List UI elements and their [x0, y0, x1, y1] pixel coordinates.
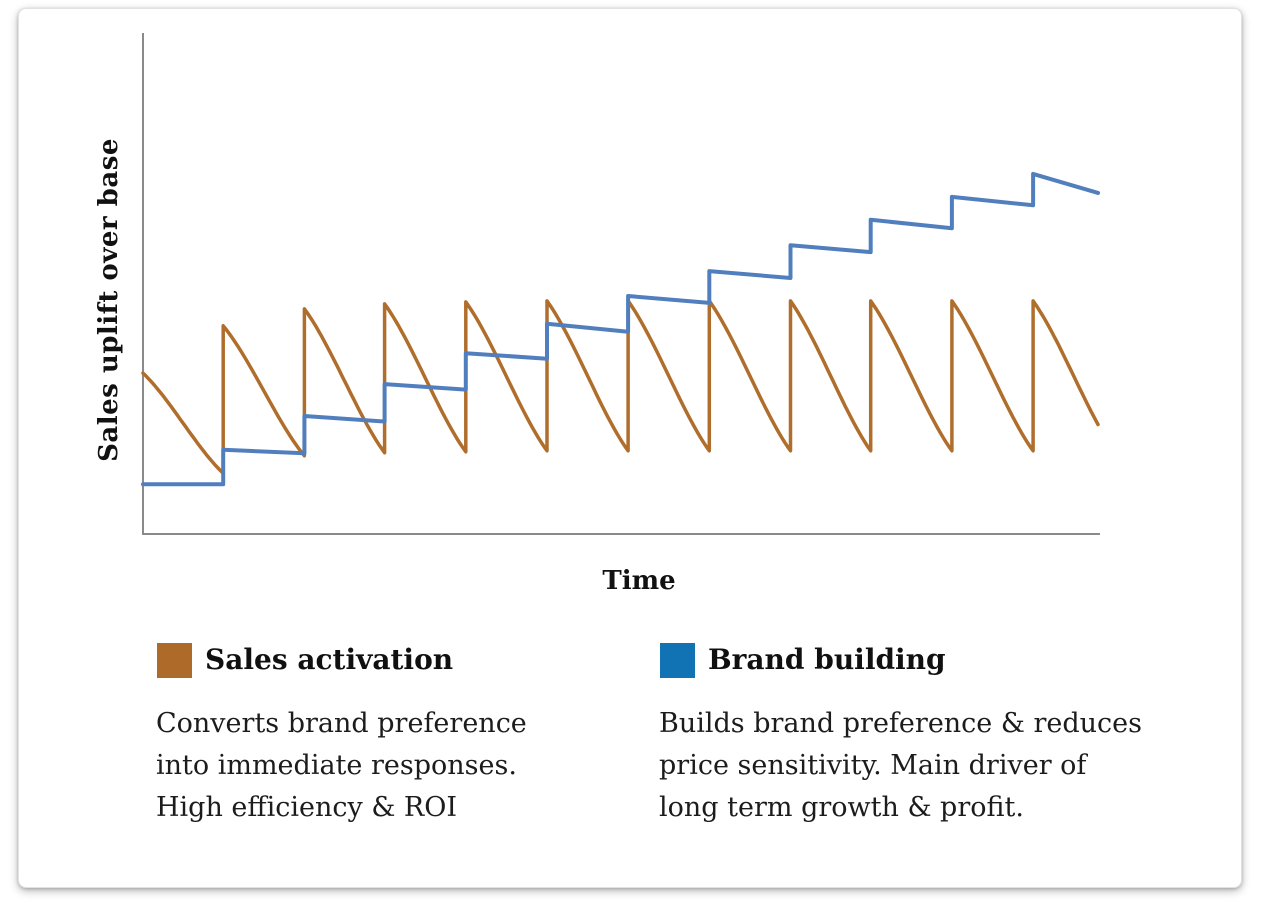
- sales-activation-swatch: [157, 643, 192, 678]
- plot-area: [141, 33, 1100, 535]
- chart-card: Sales uplift over base Time Sales activa…: [18, 8, 1242, 888]
- axes: [142, 33, 1100, 535]
- brand-building-line: [141, 171, 1100, 487]
- brand-building-description: Builds brand preference & reduces price …: [659, 708, 1142, 823]
- x-axis-label: Time: [602, 566, 676, 596]
- sales-activation-legend-label: Sales activation: [205, 643, 454, 676]
- sales-activation-line: [141, 299, 1100, 475]
- brand-building-legend-label: Brand building: [708, 643, 946, 676]
- brand-building-swatch: [660, 643, 695, 678]
- y-axis-label: Sales uplift over base: [94, 138, 124, 462]
- sales-activation-description: Converts brand preference into immediate…: [156, 708, 527, 823]
